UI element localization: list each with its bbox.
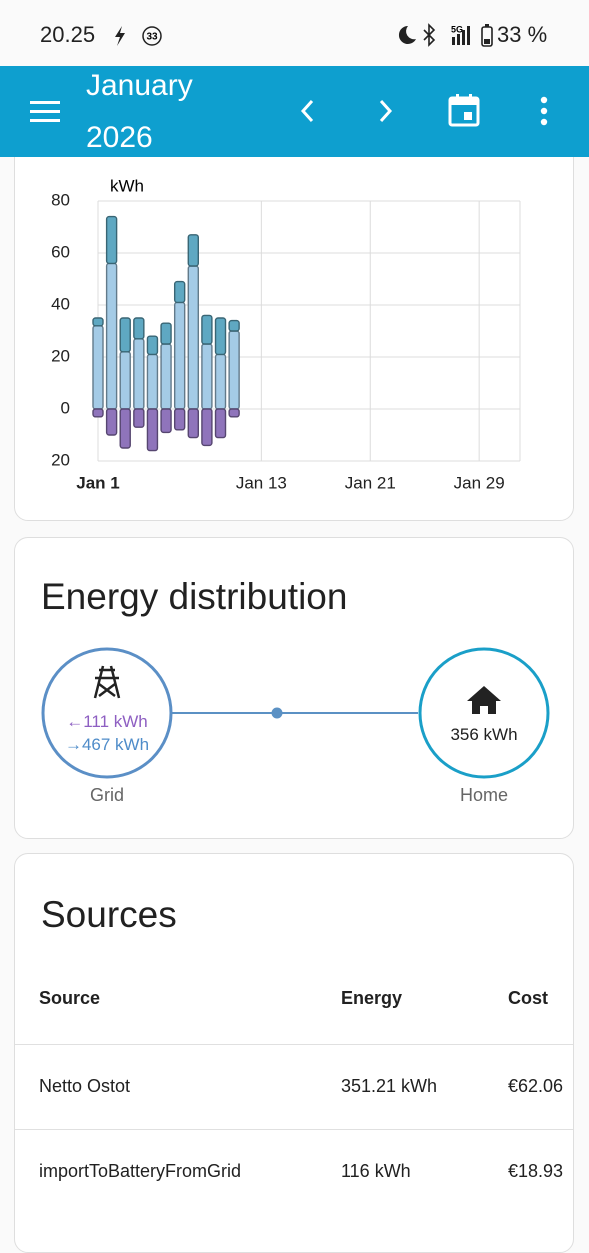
bar-segment: [187, 234, 199, 267]
notification-icon: [142, 26, 162, 46]
home-label: Home: [459, 785, 508, 805]
x-tick-label: Jan 13: [236, 473, 287, 492]
bar-segment: [214, 353, 227, 410]
bar-segment: [201, 314, 213, 345]
home-node[interactable]: [418, 647, 550, 779]
y-tick-label: 0: [61, 398, 70, 417]
grid-node[interactable]: [41, 647, 173, 779]
bar-segment: [119, 317, 131, 353]
bar-segment: [119, 351, 131, 410]
bar-segment: [92, 408, 104, 418]
sources-card: Sources Source Energy Cost Netto Ostot 351.2…: [14, 853, 574, 1253]
bar-segment: [214, 317, 227, 356]
bar-segment: [146, 353, 159, 410]
app-bar: January 2026: [0, 66, 589, 157]
bar-segment: [119, 408, 131, 449]
menu-button[interactable]: [30, 100, 62, 124]
bar-segment: [133, 338, 145, 410]
y-tick-label: 60: [51, 242, 70, 261]
sources-title: Sources: [41, 894, 177, 935]
bar-segment: [173, 280, 186, 304]
more-button[interactable]: [537, 96, 551, 126]
table-cell: Netto Ostot: [39, 1076, 131, 1096]
bluetooth-icon: [423, 23, 436, 47]
bar-segment: [133, 317, 145, 340]
clock: 20.25: [40, 22, 96, 47]
table-cell: 116 kWh: [341, 1161, 411, 1181]
distribution-title: Energy distribution: [41, 576, 348, 617]
pylon-icon: [93, 665, 121, 699]
calendar-button[interactable]: [448, 93, 482, 127]
x-tick-label: Jan 1: [76, 473, 119, 492]
column-header: Source: [39, 988, 101, 1008]
bar-segment: [105, 262, 118, 410]
flow-dot: [271, 707, 283, 719]
bar-segment: [201, 343, 213, 410]
bar-segment: [173, 408, 186, 431]
table-cell: importToBatteryFromGrid: [39, 1161, 242, 1181]
bar-segment: [133, 408, 145, 428]
bar-segment: [160, 343, 172, 410]
network-label: 5G: [451, 24, 463, 34]
notification-count: 33: [146, 32, 158, 43]
bar-segment: [160, 408, 172, 434]
bar-segment: [146, 408, 159, 452]
bar-segment: [187, 265, 199, 410]
distribution-card: Energy distribution ←111 kWh →467 kWh Gr…: [14, 537, 574, 839]
distribution-diagram: [41, 647, 550, 779]
row-divider: [15, 1129, 573, 1130]
grid-consumed: →467 kWh: [64, 735, 150, 754]
column-header: Cost: [508, 988, 548, 1008]
y-axis-label: kWh: [110, 176, 144, 195]
bar-segment: [105, 408, 118, 436]
y-tick-label: 20: [51, 450, 70, 469]
energy-chart: kWh 20 0 20 40 60 80 Jan 1 Jan 13 Jan 21 Jan 29: [51, 176, 521, 492]
status-bar: 20.25 33 5G 33 %: [0, 0, 589, 66]
bar-segment: [173, 301, 186, 410]
table-cell: €62.06: [508, 1076, 564, 1096]
table-cell: 351.21 kWh: [341, 1076, 438, 1096]
table-cell: €18.93: [508, 1161, 564, 1181]
bar-segment: [160, 322, 172, 345]
home-icon: [467, 686, 501, 714]
y-tick-label: 40: [51, 294, 70, 313]
grid-returned: ←111 kWh: [66, 712, 148, 731]
period-title[interactable]: January 2026: [86, 69, 193, 154]
bar-segment: [92, 325, 104, 410]
y-tick-label: 80: [51, 190, 70, 209]
bar-segment: [92, 317, 104, 327]
bar-segment: [228, 330, 240, 410]
row-divider: [15, 1044, 573, 1045]
bar-segment: [228, 408, 240, 418]
charging-icon: [115, 26, 125, 46]
grid-label: Grid: [89, 785, 124, 805]
dnd-icon: [398, 25, 416, 44]
next-button[interactable]: [376, 98, 396, 124]
bar-segment: [146, 335, 159, 356]
x-tick-label: Jan 21: [345, 473, 396, 492]
bar-segment: [201, 408, 213, 447]
column-header: Energy: [341, 988, 403, 1008]
y-tick-label: 20: [51, 346, 70, 365]
status-icons-right: 5G: [398, 23, 493, 47]
home-value: 356 kWh: [450, 725, 518, 744]
bar-segment: [214, 408, 227, 439]
status-icons-left: 33: [115, 26, 162, 46]
bar-segment: [105, 215, 118, 265]
bar-segment: [228, 319, 240, 332]
previous-button[interactable]: [298, 98, 318, 124]
x-tick-label: Jan 29: [454, 473, 505, 492]
battery-level: 33 %: [497, 22, 548, 47]
bar-segment: [187, 408, 199, 439]
